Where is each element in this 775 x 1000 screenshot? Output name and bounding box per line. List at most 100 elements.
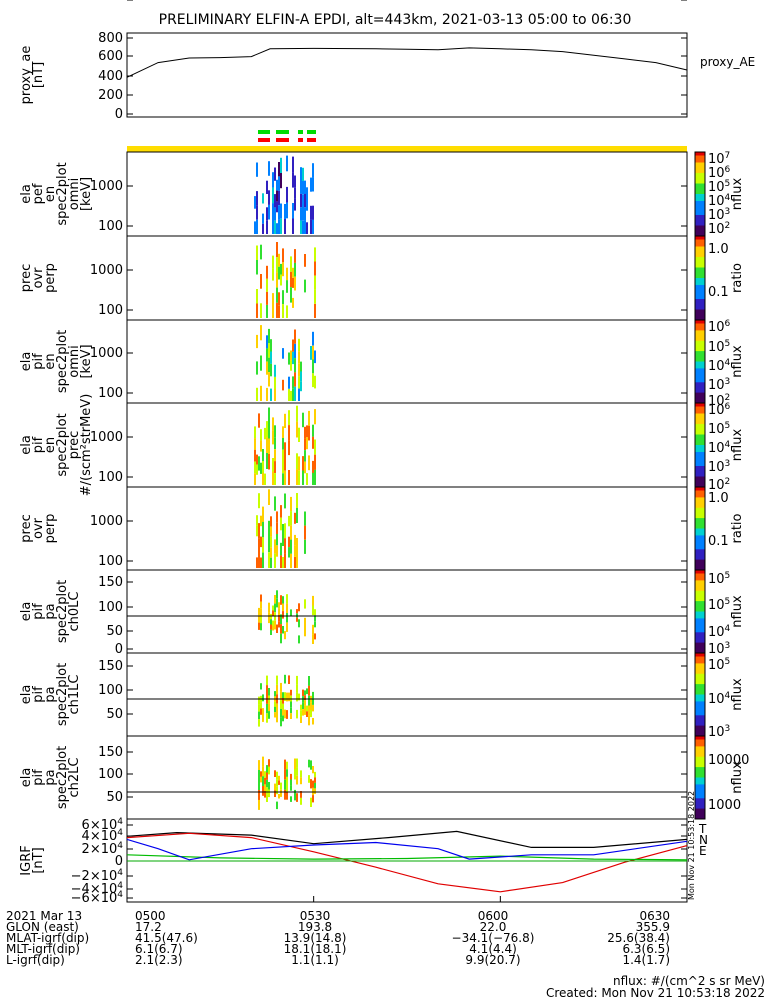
colorbar-tick-label: 105 [708,597,730,613]
spectrogram-cell [274,167,276,181]
spectrogram-cell [276,242,278,258]
footer-row: 2021 Mar 13 0500 0530 0600 0630 [6,909,670,923]
spectrogram-cell [300,193,302,208]
spectrogram-cell [262,461,264,473]
spectrogram-cell [262,694,264,702]
footer-group: 2021 Mar 13 0500 0530 0600 0630 GLON (east) 17… [6,896,688,967]
spectrogram-cell [274,620,276,630]
colorbar-step [695,794,705,799]
colorbar-step [695,656,705,661]
spectrogram-cell [314,621,316,628]
y-axis-label-line: prec [19,514,34,542]
colorbar-step [695,309,705,314]
spectrogram-cell [298,456,300,471]
y-tick: 100 [98,219,687,234]
colorbar-step [695,173,705,177]
colorbar-pef_ratio: 1.0 0.1 ratio [694,235,745,321]
spectrogram-cell [312,345,314,360]
spectrogram-cell [278,305,280,318]
spectrogram-cell [266,180,268,194]
colorbar-step [695,777,705,782]
colorbar-step [695,152,705,156]
spectrogram-cells [254,405,316,485]
spectrogram-cell [282,379,284,391]
y-axis-label-line: proxy_ae [19,46,34,105]
spectrogram-cell [294,343,296,359]
spectrogram-cell [284,470,286,485]
spectrogram-cell [302,709,304,716]
colorbar-step [695,452,705,456]
y-tick: 1000 [90,514,687,529]
spectrogram-cell [256,289,258,304]
spectrogram-cell [270,516,272,527]
y-axis-label-line: en [43,353,58,369]
y-axis-label-line: spec2plot [55,413,70,476]
colorbar-step [695,344,705,349]
spectrogram-cell [268,612,270,624]
y-tick: 100 [98,470,687,485]
spectrogram-cell [256,361,258,375]
spectrogram-cell [262,537,264,553]
spectrogram-cell [266,291,268,305]
spectrogram-cell [292,156,294,173]
spectrogram-cell [280,517,282,531]
spectrogram-cell [292,297,294,308]
colorbar-tick-label: 103 [708,724,730,740]
colorbar-tick-label: 1.0 [708,242,729,257]
spectrogram-cell [308,695,310,706]
colorbar-tick-label: 104 [708,691,731,707]
created-stamp: Created: Mon Nov 21 10:53:18 2022 [546,986,765,1000]
spectrogram-cell [264,427,266,440]
spectrogram-cell [262,766,264,777]
panel-proxy_ae: proxy_ae[nT] 800 600 400 200 0 proxy_AE [19,31,755,122]
spectrogram-cell [262,521,264,538]
spectrogram-cell [304,254,306,267]
colorbar-step [695,621,705,626]
spectrogram-cell [274,449,276,462]
spectrogram-cell [284,413,286,428]
y-axis-label-line: [keV] [79,177,94,211]
colorbar-step [695,749,705,754]
flag-bar-green [276,130,289,134]
spectrogram-cell [284,204,286,219]
spectrogram-cell [290,553,292,568]
spectrogram-cell [274,706,276,713]
colorbar-tick-label: 0.1 [708,534,729,549]
spectrogram-cell [274,220,276,234]
spectrogram-cell [282,248,284,263]
spectrogram-cell [262,193,264,204]
spectrogram-cell [270,619,272,625]
spectrogram-cell [300,704,302,711]
spectrogram-cell [256,464,258,475]
spectrogram-cell [254,196,256,209]
footer-value: 9.9(20.7) [465,953,520,967]
colorbar-tick-exponent: 4 [725,691,731,701]
spectrogram-cell [310,710,312,718]
y-axis-label-line: perp [43,514,58,544]
spectrogram-cell [308,759,310,768]
spectrogram-cell [272,293,274,306]
colorbar-step [695,253,705,258]
spectrogram-cell [276,771,278,780]
colorbar-step [695,552,705,557]
colorbar-step [695,288,705,293]
spectrogram-cell [314,303,316,318]
spectrogram-cell [282,348,284,359]
spectrogram-cell [312,766,314,774]
spectrogram-cell [286,267,288,281]
colorbar-tick-label: 103 [708,459,730,475]
spectrogram-cell [286,305,288,318]
spectrogram-cell [276,190,278,202]
spectrogram-cell [286,784,288,793]
colorbar-step [695,774,705,778]
colorbar-step [695,455,705,460]
spectrogram-cell [254,426,256,439]
colorbar-tick-exponent: 4 [725,624,731,634]
colorbar-step [695,487,705,491]
colorbar-step [695,204,705,209]
spectrogram-cell [256,219,258,234]
spectrogram-cell [290,609,292,617]
spectrogram-cell [312,691,314,699]
footer-row: MLAT-igrf(dip) 41.5(47.6) 13.9(14.8) −34.1(… [6,931,670,945]
colorbar-tick-label: 10000 [708,753,749,768]
